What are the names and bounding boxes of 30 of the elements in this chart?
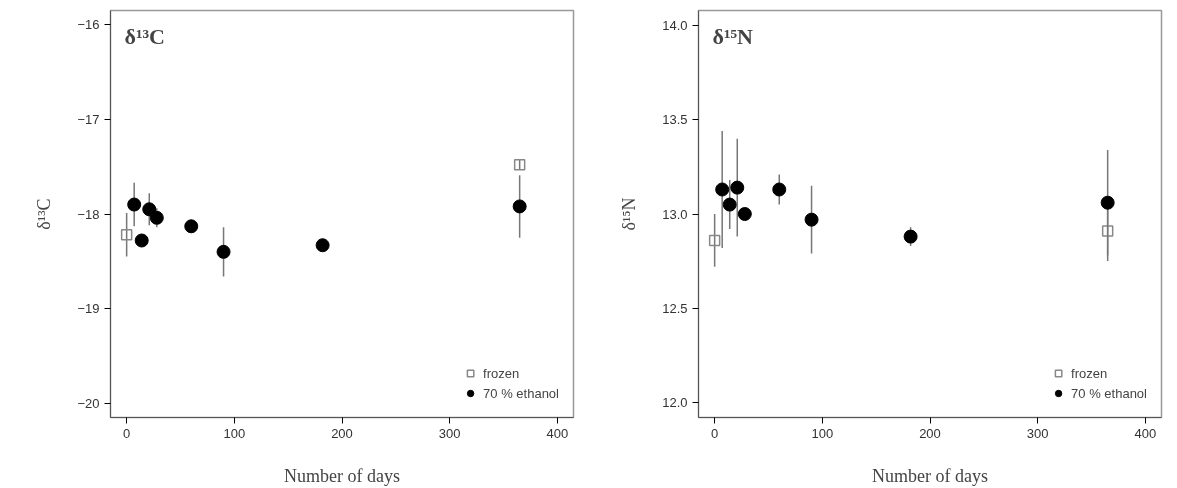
y-tick-label: 12.0	[662, 394, 688, 410]
x-axis-title: Number of days	[872, 465, 988, 486]
y-tick-label: 13.0	[662, 206, 688, 222]
x-axis-title: Number of days	[284, 465, 400, 486]
legend-label: 70 % ethanol	[483, 385, 559, 401]
x-tick-label: 200	[919, 425, 941, 441]
x-tick-label: 400	[546, 425, 569, 441]
y-tick-label: −16	[77, 17, 100, 33]
y-axis-title: δ¹³C	[34, 198, 55, 230]
y-tick-label: −20	[77, 395, 100, 411]
y-tick-label: −18	[77, 206, 100, 222]
x-tick-label: 300	[1026, 425, 1049, 441]
y-axis-title: δ¹⁵N	[619, 197, 640, 231]
legend-label: frozen	[1071, 365, 1108, 381]
x-tick-label: 400	[1134, 425, 1157, 441]
x-tick-label: 0	[123, 425, 131, 441]
y-tick-label: 12.5	[662, 300, 688, 316]
y-tick-label: 13.5	[662, 112, 688, 128]
text: δ¹⁵N	[712, 23, 754, 49]
text: δ¹³C	[124, 23, 165, 49]
y-tick-label: −17	[77, 111, 100, 127]
y-tick-label: 14.0	[662, 18, 688, 34]
y-tick-label: −19	[77, 301, 100, 317]
legend-label: frozen	[483, 365, 520, 381]
x-tick-label: 100	[223, 425, 246, 441]
x-tick-label: 0	[711, 425, 719, 441]
legend-label: 70 % ethanol	[1071, 385, 1147, 401]
x-tick-label: 100	[811, 425, 834, 441]
x-tick-label: 200	[331, 425, 353, 441]
x-tick-label: 300	[438, 425, 461, 441]
